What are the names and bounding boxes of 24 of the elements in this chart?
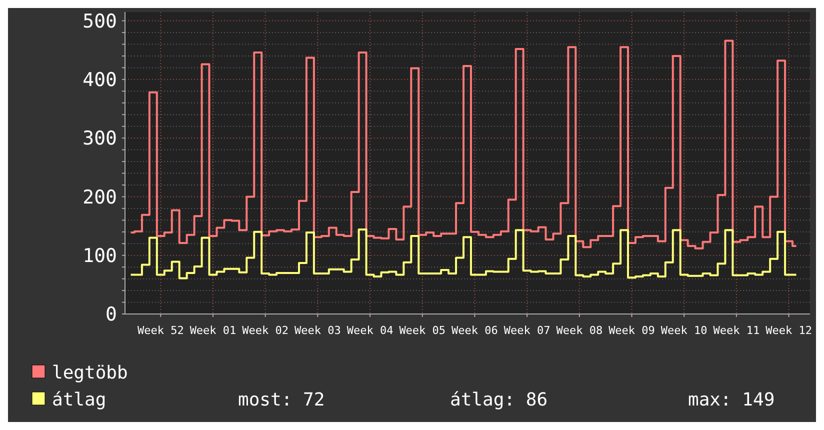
- x-tick-label: Week 01: [190, 324, 236, 337]
- x-tick-label: Week 06: [452, 324, 498, 337]
- y-tick-label: 400: [82, 69, 117, 92]
- y-tick-label: 0: [106, 304, 117, 326]
- x-tick-label: Week 07: [504, 324, 550, 337]
- y-tick-label: 200: [82, 186, 117, 208]
- x-tick-label: Week 11: [713, 324, 760, 337]
- y-tick-label: 500: [82, 10, 117, 32]
- text: átlag: 86: [450, 389, 548, 410]
- y-tick-label: 300: [82, 128, 117, 150]
- x-tick-label: Week 52: [137, 324, 184, 337]
- x-tick-label: Week 10: [660, 324, 708, 337]
- x-tick-label: Week 09: [608, 324, 655, 337]
- x-tick-label: Week 03: [294, 324, 341, 337]
- legend-label: legtöbb: [52, 362, 128, 384]
- x-tick-label: Week 12: [766, 324, 812, 337]
- text: max: 149: [688, 389, 775, 410]
- y-tick-label: 100: [82, 245, 117, 268]
- legend-label: átlag: [52, 389, 106, 410]
- x-tick-label: Week 08: [556, 324, 603, 337]
- x-tick-label: Week 04: [346, 324, 394, 337]
- x-tick-label: Week 05: [399, 324, 446, 337]
- x-tick-label: Week 02: [242, 324, 289, 337]
- text: most: 72: [238, 389, 325, 410]
